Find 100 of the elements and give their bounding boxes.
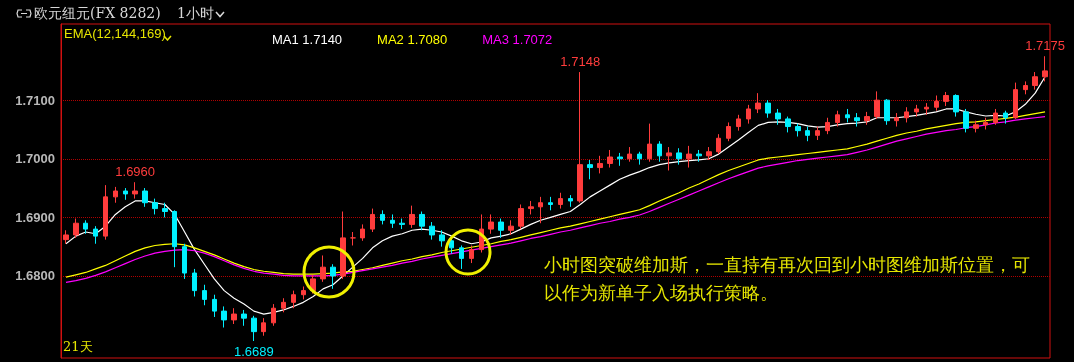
- candlestick: [1032, 71, 1038, 91]
- candlestick: [706, 146, 712, 161]
- candlestick: [1042, 55, 1048, 82]
- candlestick: [934, 94, 939, 112]
- candlestick: [538, 196, 543, 224]
- candlestick: [736, 114, 741, 132]
- candlestick: [63, 229, 69, 245]
- candlestick: [380, 209, 385, 225]
- candlestick: [192, 268, 197, 297]
- candlestick: [657, 140, 662, 163]
- candlestick: [953, 93, 959, 118]
- y-tick-label: 1.6800: [15, 268, 55, 284]
- candlestick: [528, 200, 534, 215]
- candlestick: [1013, 82, 1018, 120]
- candlestick: [874, 90, 880, 120]
- candlestick: [627, 146, 632, 163]
- candlestick: [548, 196, 553, 211]
- text: MA1 1.7140: [272, 31, 343, 47]
- candlestick: [558, 192, 563, 210]
- candlestick: [162, 202, 168, 218]
- chart-subtitle: 1小时: [177, 5, 214, 21]
- annotation: 小时图突破维加斯，一直持有再次回到小时图维加斯位置，可以作为新单子入场执行策略。: [544, 253, 1030, 303]
- candlestick: [854, 112, 860, 128]
- candlestick: [73, 218, 79, 239]
- candlestick: [1023, 80, 1028, 95]
- candlestick: [993, 108, 998, 126]
- candlestick: [943, 91, 949, 107]
- candlestick: [963, 108, 969, 133]
- candlestick: [350, 231, 356, 246]
- candlestick: [498, 218, 504, 239]
- candlestick: [370, 208, 375, 233]
- candlestick: [251, 315, 257, 342]
- candlestick: [301, 286, 306, 300]
- candlestick: [597, 155, 603, 174]
- candlestick: [488, 213, 494, 235]
- candlestick: [1003, 110, 1008, 125]
- candlestick: [508, 219, 514, 236]
- candlestick: [647, 123, 652, 163]
- candlestick: [924, 102, 929, 116]
- candlestick: [666, 146, 672, 171]
- candlestick: [409, 205, 415, 229]
- candlestick: [172, 209, 177, 268]
- annotation: 1.6960: [115, 164, 156, 180]
- candlestick: [785, 116, 791, 133]
- candlestick: [360, 223, 365, 242]
- candlestick: [607, 149, 613, 169]
- candlestick: [132, 181, 138, 200]
- annotation: 21天: [63, 339, 93, 354]
- candlestick: [805, 126, 810, 142]
- candlestick: [726, 121, 731, 142]
- candlestick: [152, 198, 158, 215]
- candlestick: [221, 305, 227, 329]
- candlestick: [281, 297, 286, 313]
- candlestick: [864, 111, 870, 126]
- annotation: 1.7175: [1025, 38, 1065, 54]
- chart-title: 欧元纽元(FX 8282): [34, 5, 161, 21]
- candlestick: [686, 145, 692, 169]
- candlestick: [617, 152, 623, 167]
- candlestick: [914, 104, 919, 118]
- candlestick: [518, 203, 524, 230]
- candlestick: [93, 225, 98, 245]
- candlestick: [815, 126, 820, 141]
- candlestick: [983, 117, 988, 130]
- candlestick: [231, 307, 237, 325]
- candlestick: [884, 98, 890, 126]
- candlestick: [825, 117, 830, 135]
- candlestick: [775, 108, 781, 126]
- candlestick: [241, 309, 247, 327]
- candlestick: [439, 229, 445, 248]
- candlestick: [103, 184, 108, 241]
- line-series: [65, 76, 1046, 315]
- candlestick: [113, 186, 118, 204]
- legend-title: EMA(12,144,169): [64, 26, 166, 41]
- candlestick: [894, 112, 899, 128]
- candlestick: [182, 243, 187, 280]
- candlestick: [637, 151, 642, 166]
- candlestick: [765, 99, 771, 119]
- candlestick: [755, 92, 761, 114]
- candlestick: [973, 120, 979, 133]
- candlestick: [271, 303, 276, 327]
- annotation: 1.6689: [233, 344, 274, 360]
- y-tick-label: 1.6900: [15, 209, 55, 225]
- candlestick: [795, 123, 801, 138]
- candlestick: [568, 194, 573, 208]
- candlestick: [429, 221, 435, 241]
- candlestick: [212, 294, 217, 318]
- candlestick: [291, 290, 296, 309]
- candlestick: [390, 213, 395, 229]
- annotation: 1.7148: [560, 54, 601, 70]
- text: MA3 1.7072: [482, 31, 553, 47]
- candlestick: [459, 244, 464, 270]
- candlestick: [835, 110, 840, 128]
- y-tick-label: 1.7000: [15, 151, 55, 167]
- text: MA2 1.7080: [377, 31, 448, 47]
- candlestick: [419, 211, 425, 231]
- candlestick: [202, 284, 207, 306]
- candlestick: [399, 218, 405, 230]
- candlestick: [469, 244, 474, 264]
- candlestick: [320, 254, 326, 283]
- candlestick: [746, 104, 751, 125]
